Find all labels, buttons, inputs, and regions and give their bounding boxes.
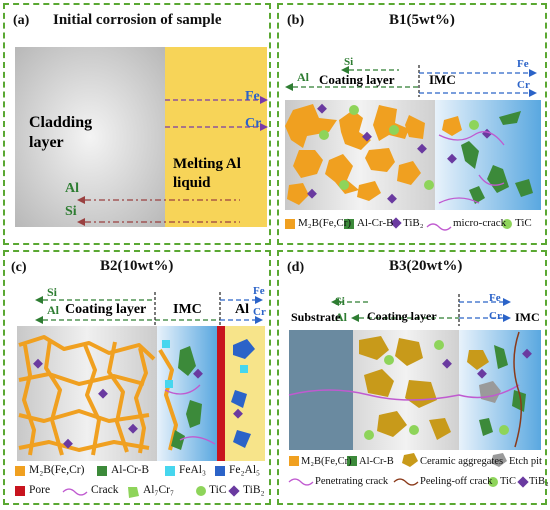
c-legend-m2b: M₂B(Fe,Cr)	[29, 464, 85, 476]
b-legend-microcrack: micro-crack	[453, 217, 507, 229]
d-legend-etchpit: Etch pit	[509, 456, 542, 467]
b-coating-label: Coating layer	[319, 72, 395, 87]
panel-d: (d) B3(20wt%)	[277, 250, 549, 505]
c-si-label: Si	[47, 285, 58, 299]
d-legend-tic: TiC	[500, 476, 516, 487]
d-al-label: Al	[335, 310, 347, 324]
c-legend-al7cr7: Al₇Cr₇	[143, 484, 175, 496]
melting-label: Melting Al liquid	[173, 156, 241, 191]
d-fe-label: Fe	[489, 292, 501, 304]
b-fe-label: Fe	[517, 58, 529, 70]
panel-b-letter: (b)	[287, 13, 305, 28]
c-legend-pore: Pore	[29, 484, 51, 496]
b-legend-tib2: TiB₂	[403, 217, 424, 229]
cladding-label: Cladding layer	[29, 114, 93, 151]
d-cr-label: Cr	[489, 310, 502, 322]
d-coating-label: Coating layer	[367, 309, 437, 323]
c-legend-tic: TiC	[209, 484, 227, 496]
d-legend-m2b: M₂B(Fe,Cr)	[301, 456, 352, 467]
d-legend-penetrating: Penetrating crack	[315, 476, 389, 487]
b-si-label: Si	[344, 56, 354, 68]
panel-b-diagram	[285, 65, 541, 231]
panel-c: (c) B2(10wt%)	[3, 250, 271, 505]
c-coating-label: Coating layer	[65, 302, 147, 317]
panel-b-title: B1(5wt%)	[389, 12, 455, 28]
cladding-region	[15, 47, 165, 227]
c-legend-fe2al5: Fe₂Al₅	[229, 464, 261, 476]
d-imc-label: IMC	[515, 310, 540, 324]
panel-d-letter: (d)	[287, 260, 305, 275]
arrow-fe-label: Fe	[245, 89, 260, 104]
panel-d-title: B3(20wt%)	[389, 258, 463, 274]
b-legend-tic: TiC	[515, 217, 532, 229]
b-legend-m2b: M₂B(Fe,Cr)	[298, 217, 352, 229]
c-cr-label: Cr	[253, 306, 266, 318]
panel-a: (a) Initial corrosion of sample Fe Cr Al…	[3, 3, 271, 245]
b-cr-label: Cr	[517, 79, 530, 91]
d-legend-tib2: TiB₂	[529, 476, 549, 487]
d-legend-alcrb: Al-Cr-B	[359, 456, 394, 467]
panel-c-letter: (c)	[11, 260, 27, 275]
d-legend-ceramic: Ceramic aggregates	[420, 456, 504, 467]
b-al-label: Al	[297, 70, 309, 84]
panel-a-letter: (a)	[13, 13, 30, 28]
panel-d-diagram	[288, 294, 541, 488]
c-al-label: Al	[47, 303, 59, 317]
c-legend-tib2: TiB₂	[243, 484, 265, 496]
panel-a-title: Initial corrosion of sample	[53, 12, 222, 28]
b-imc-label: IMC	[429, 72, 456, 87]
b-legend-alcrb: Al-Cr-B	[357, 217, 394, 229]
d-substrate-label: Substrate	[291, 310, 341, 324]
c-fe-label: Fe	[253, 285, 265, 297]
c-legend-alcrb: Al-Cr-B	[111, 464, 150, 476]
arrow-si-label: Si	[65, 204, 77, 219]
panel-a-diagram	[15, 47, 268, 227]
c-imc-label: IMC	[173, 302, 202, 317]
c-legend-crack: Crack	[91, 484, 119, 496]
c-pore-region	[217, 326, 225, 461]
d-si-label: Si	[335, 294, 346, 308]
arrow-cr-label: Cr	[245, 116, 262, 131]
melting-al-region	[165, 47, 267, 227]
d-legend-peeling: Peeling-off crack	[420, 476, 493, 487]
panel-c-diagram	[15, 292, 265, 498]
arrow-al-label: Al	[65, 181, 79, 196]
panel-c-title: B2(10wt%)	[100, 258, 174, 274]
c-legend-feal3: FeAl₃	[179, 464, 207, 476]
panel-b: (b) B1(5wt%)	[277, 3, 547, 245]
c-al2-label: Al	[235, 302, 249, 317]
